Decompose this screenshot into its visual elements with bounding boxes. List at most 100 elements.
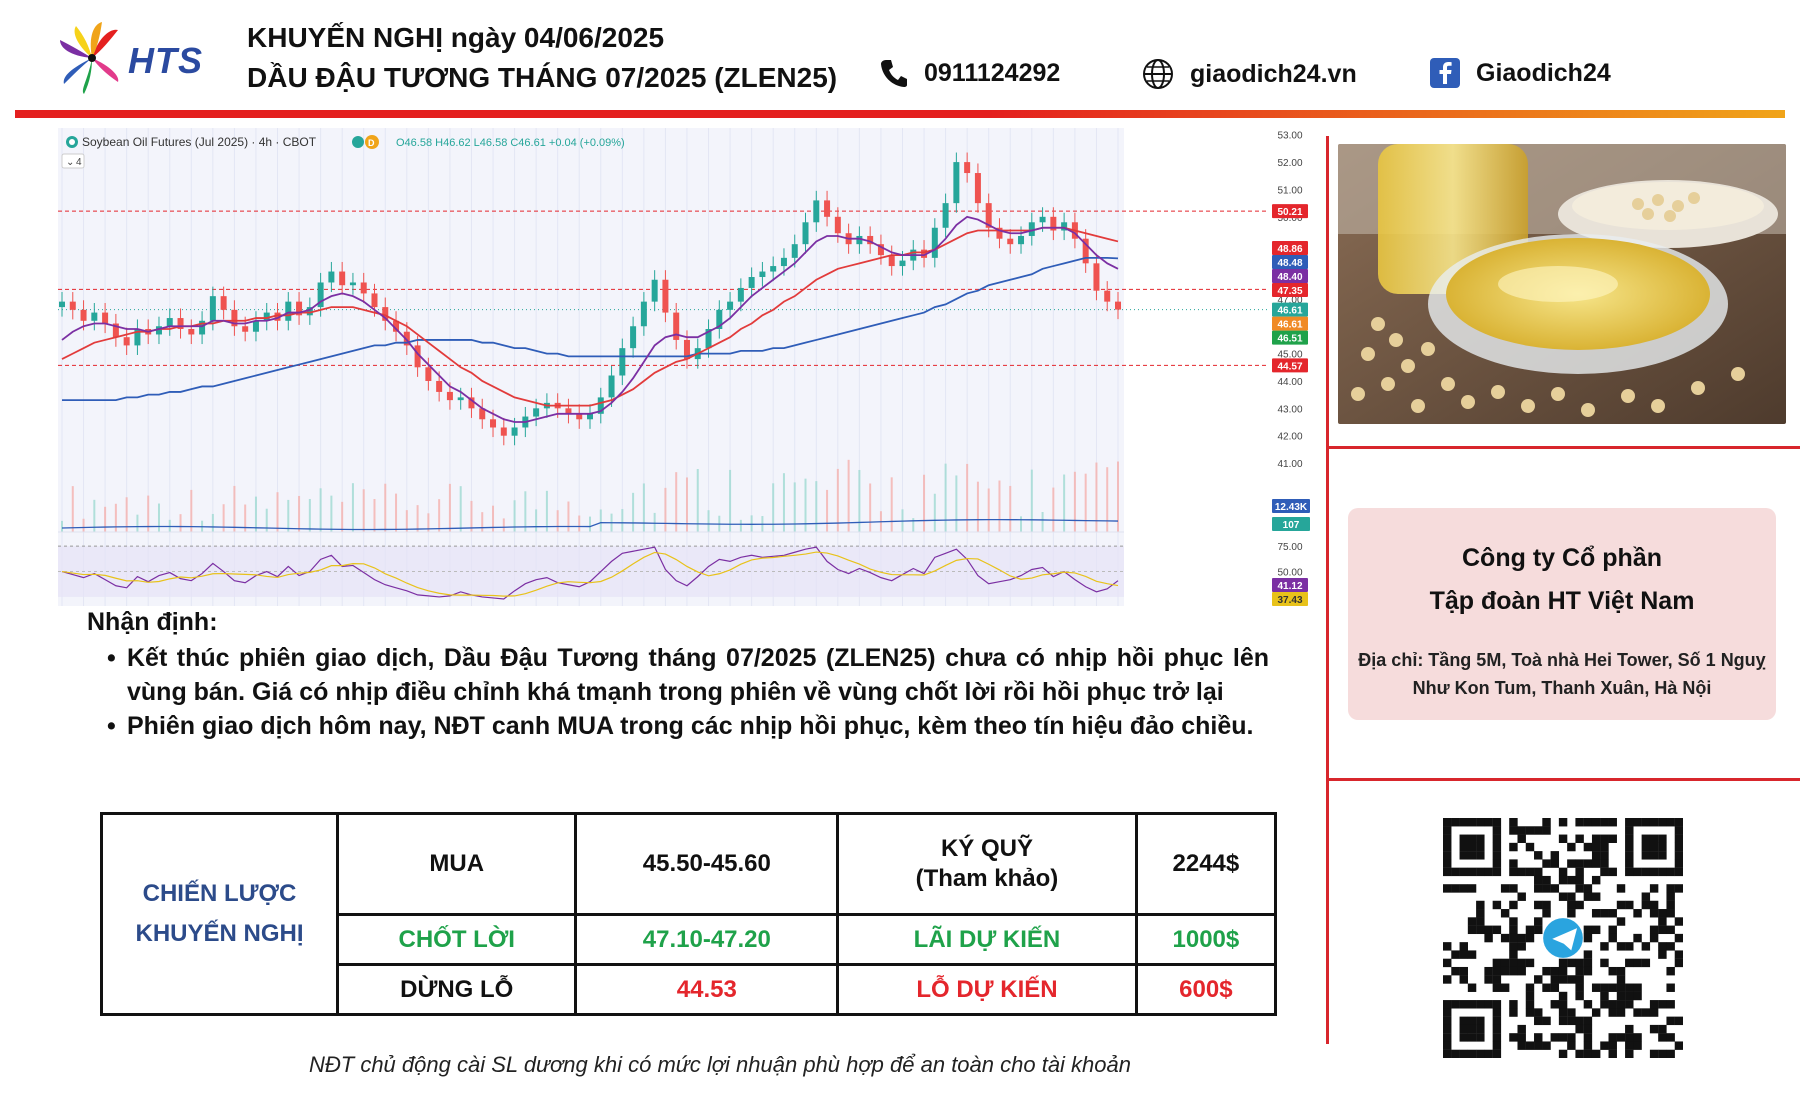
strategy-table: CHIẾN LƯỢC KHUYẾN NGHỊ MUA 45.50-45.60 KÝ… <box>100 811 1278 1016</box>
qr-module <box>1525 1041 1535 1050</box>
candle-body <box>640 301 647 327</box>
company-name-line1: Công ty Cổ phần <box>1462 544 1662 572</box>
qr-module <box>1583 1000 1593 1009</box>
qr-module <box>1616 884 1626 893</box>
qr-module <box>1517 1033 1526 1042</box>
qr-module <box>1443 859 1452 868</box>
facebook-contact[interactable]: Giaodich24 <box>1430 58 1611 88</box>
candle-body <box>457 397 464 401</box>
volume-bar <box>1020 516 1023 532</box>
chart-canvas[interactable]: 53.0052.0051.0050.0049.0048.0047.0046.00… <box>58 128 1316 606</box>
volume-bar <box>405 510 408 532</box>
qr-module <box>1517 867 1526 877</box>
candle-body <box>921 249 928 258</box>
qr-module <box>1600 859 1609 868</box>
volume-bar <box>222 504 225 532</box>
candle-body <box>824 200 831 217</box>
price-tag-label: 48.48 <box>1277 258 1302 269</box>
candle-body <box>317 282 324 308</box>
candle-body <box>759 271 766 278</box>
qr-module <box>1633 958 1642 968</box>
qr-module <box>1558 966 1568 976</box>
take-profit-range: 47.10-47.20 <box>574 913 840 967</box>
qr-module <box>1517 942 1526 951</box>
volume-bar <box>707 510 710 532</box>
phone-contact[interactable]: 0911124292 <box>880 58 1060 88</box>
qr-module <box>1492 966 1502 976</box>
volume-bar <box>1117 461 1119 532</box>
volume-bar <box>912 518 915 532</box>
candle-body <box>349 282 356 286</box>
qr-module <box>1608 1008 1617 1017</box>
analysis-bullet: Kết thúc phiên giao dịch, Dầu Đậu Tương … <box>87 641 1269 709</box>
qr-module <box>1567 958 1576 968</box>
qr-module <box>1542 966 1551 976</box>
qr-module <box>1633 983 1642 992</box>
price-tag <box>1272 204 1308 219</box>
qr-module <box>1591 859 1601 868</box>
phone-number: 0911124292 <box>924 58 1061 87</box>
qr-module <box>1600 991 1609 1001</box>
volume-bar <box>427 513 430 532</box>
qr-module <box>1616 1008 1626 1017</box>
qr-module <box>1476 1049 1485 1058</box>
qr-module <box>1459 884 1468 893</box>
candle-body <box>446 391 453 401</box>
candle-body <box>479 408 486 420</box>
candle-body <box>382 307 389 321</box>
qr-module <box>1525 933 1535 943</box>
qr-module <box>1633 1008 1642 1017</box>
volume-bar <box>513 500 516 532</box>
qr-module <box>1534 1008 1543 1017</box>
qr-module <box>1492 842 1502 852</box>
qr-module <box>1451 1000 1460 1009</box>
qr-module <box>1625 859 1634 868</box>
qr-module <box>1443 851 1452 860</box>
candle-body <box>134 328 141 346</box>
volume-bar <box>384 483 387 532</box>
qr-code[interactable] <box>1443 818 1683 1058</box>
qr-module <box>1525 826 1535 835</box>
qr-module <box>1567 859 1576 868</box>
volume-bar <box>826 489 829 532</box>
candle-body <box>716 309 723 329</box>
qr-module <box>1484 818 1493 827</box>
qr-module <box>1509 1000 1518 1009</box>
qr-module <box>1484 1000 1493 1009</box>
qr-module <box>1674 950 1683 959</box>
candle-body <box>59 301 65 308</box>
qr-module <box>1616 917 1626 926</box>
qr-module <box>1542 1016 1551 1026</box>
qr-module <box>1459 975 1468 984</box>
qr-module <box>1666 892 1675 901</box>
qr-module <box>1476 1033 1485 1042</box>
qr-module <box>1608 925 1617 935</box>
qr-module <box>1583 859 1593 868</box>
qr-module <box>1575 1024 1584 1034</box>
qr-module <box>1492 1024 1502 1034</box>
qr-module <box>1451 966 1460 976</box>
qr-module <box>1459 942 1468 951</box>
qr-module <box>1567 900 1576 910</box>
qr-module <box>1443 818 1452 827</box>
qr-module <box>1591 851 1601 860</box>
qr-module <box>1591 983 1601 992</box>
candle-body <box>802 222 809 245</box>
qr-module <box>1625 1033 1634 1042</box>
qr-module <box>1542 983 1551 992</box>
volume-bar <box>319 488 322 532</box>
volume-bar <box>545 490 548 532</box>
website-contact[interactable]: giaodich24.vn <box>1142 58 1357 90</box>
qr-module <box>1443 1024 1452 1034</box>
candle-body <box>856 235 863 245</box>
y-tick-label: 41.00 <box>1277 459 1302 470</box>
qr-module <box>1625 958 1634 968</box>
candle-body <box>533 408 540 417</box>
globe-icon <box>1143 59 1173 89</box>
price-chart[interactable]: 53.0052.0051.0050.0049.0048.0047.0046.00… <box>58 128 1316 606</box>
qr-module <box>1674 818 1683 827</box>
qr-module <box>1575 875 1584 885</box>
collapse-indicators-button[interactable] <box>61 153 85 169</box>
volume-bar <box>675 472 678 532</box>
qr-module <box>1484 867 1493 877</box>
